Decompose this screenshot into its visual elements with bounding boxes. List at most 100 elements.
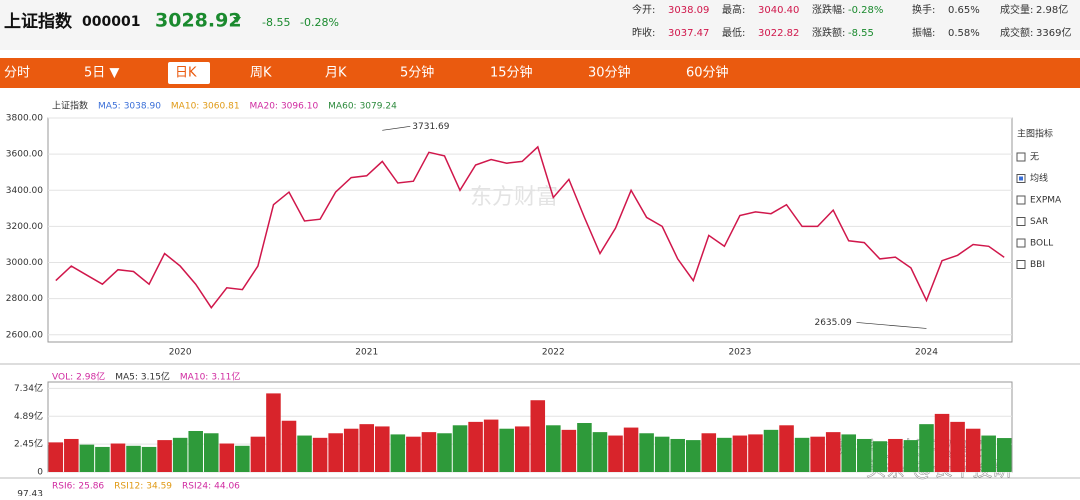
volume-bar <box>763 429 779 472</box>
volume-bar <box>546 425 561 472</box>
stock-name: 上证指数 <box>4 11 73 32</box>
stat-label: 昨收: <box>632 26 655 39</box>
tab[interactable]: 分时 <box>4 66 30 81</box>
tab[interactable]: 30分钟 <box>588 65 631 81</box>
tab[interactable]: 15分钟 <box>490 65 533 81</box>
annotation: 2635.09 <box>814 318 851 328</box>
panel-option: EXPMA <box>1030 196 1062 206</box>
price-line <box>55 145 1005 309</box>
legend-name: RSI12: <box>114 482 143 492</box>
stat-value: 0.65% <box>948 5 980 16</box>
volume-bar <box>639 433 654 472</box>
stat-label: 换手: <box>912 3 935 16</box>
tab[interactable]: 月K <box>325 66 347 81</box>
volume-bar <box>250 436 266 472</box>
change-pct: -0.28% <box>300 16 339 29</box>
tab[interactable]: 日K <box>175 66 197 81</box>
volume-bar <box>110 443 126 472</box>
volume-bar <box>825 432 841 472</box>
annotation-line <box>856 322 927 329</box>
checkbox[interactable] <box>1016 195 1026 205</box>
checkbox[interactable] <box>1016 238 1026 248</box>
down-arrow <box>233 17 241 23</box>
volume-bar <box>857 438 872 472</box>
legend-name: MA5: <box>98 102 121 112</box>
watermark: 东方财富 <box>470 185 558 210</box>
y-tick-label: 3800.00 <box>6 114 43 124</box>
main-frame <box>47 117 1013 343</box>
checkbox[interactable] <box>1016 260 1026 269</box>
volume-bar <box>794 437 810 472</box>
stat-value: 3040.40 <box>758 5 799 16</box>
tab[interactable]: 5日 ▼ <box>84 66 119 81</box>
stat-label: 振幅: <box>912 26 935 39</box>
panel-option: BBI <box>1030 260 1045 270</box>
volume-bar <box>732 435 748 472</box>
volume-bar <box>670 438 685 472</box>
checkbox-dot <box>1019 176 1023 181</box>
volume-bar <box>654 436 670 472</box>
annotation: 3731.69 <box>412 122 449 132</box>
volume-bar <box>919 424 934 472</box>
checkbox[interactable] <box>1016 217 1026 226</box>
volume-bar <box>592 432 608 472</box>
volume-bar <box>685 440 701 472</box>
stat-value: 3369亿 <box>1036 26 1071 39</box>
volume-bar <box>157 440 172 472</box>
volume-bar <box>437 433 452 472</box>
stat-value: -0.28% <box>848 5 883 16</box>
stat-value: -8.55 <box>848 28 874 39</box>
volume-bar <box>483 419 499 472</box>
legend-value: 44.06 <box>214 482 240 492</box>
volume-bar <box>172 437 188 472</box>
stat-value: 3022.82 <box>758 28 799 39</box>
legend-value: 25.86 <box>78 482 104 492</box>
annotation-line <box>382 125 411 131</box>
volume-bar <box>468 421 483 472</box>
y-tick-label: 2800.00 <box>6 294 43 304</box>
volume-bar <box>810 436 825 472</box>
legend-value: 3038.90 <box>124 102 161 112</box>
y-tick-label: 3200.00 <box>6 222 43 232</box>
volume-bar <box>281 420 297 472</box>
volume-bar <box>748 434 763 472</box>
volume-bar <box>779 425 794 472</box>
stat-value: 3038.09 <box>668 5 709 16</box>
volume-bar <box>312 437 328 472</box>
volume-bar <box>561 429 577 472</box>
legend-name: MA20: <box>250 102 278 112</box>
volume-bar <box>452 425 468 472</box>
volume-bar <box>219 443 235 472</box>
volume-bar <box>266 393 281 472</box>
volume-bar <box>359 424 375 472</box>
stat-label: 涨跌额: <box>812 26 845 39</box>
y-tick-label: 97.43 <box>17 490 43 497</box>
volume-bar <box>343 428 359 472</box>
tab-bar <box>0 58 1080 88</box>
tab[interactable]: 周K <box>250 66 272 81</box>
volume-bar <box>514 426 530 472</box>
tab[interactable]: 5分钟 <box>400 65 434 81</box>
y-tick-label: 4.89亿 <box>14 410 43 422</box>
legend-name: RSI24: <box>182 482 211 492</box>
checkbox[interactable] <box>1016 152 1026 162</box>
volume-bar <box>934 413 950 472</box>
stat-label: 成交额: <box>1000 26 1033 39</box>
stat-label: 涨跌幅: <box>812 3 845 16</box>
y-tick-label: 3400.00 <box>6 186 43 196</box>
legend-value: 34.59 <box>146 482 172 492</box>
x-tick-label: 2024 <box>915 348 938 358</box>
chart-title: 上证指数 <box>52 100 88 112</box>
volume-bar <box>64 438 79 472</box>
volume-bar <box>950 421 965 472</box>
volume-bar <box>996 438 1012 472</box>
panel-option: 无 <box>1030 152 1039 163</box>
volume-bar <box>126 445 141 472</box>
legend-name: RSI6: <box>52 482 75 492</box>
stat-label: 最高: <box>722 3 745 16</box>
legend-name: MA10: <box>171 102 199 112</box>
tab[interactable]: 60分钟 <box>686 65 729 81</box>
volume-bar <box>903 440 919 472</box>
y-tick-label: 7.34亿 <box>14 382 43 394</box>
